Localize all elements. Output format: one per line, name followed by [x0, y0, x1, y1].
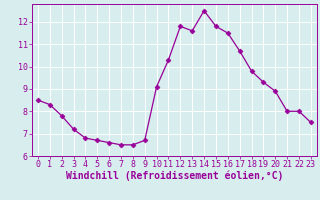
X-axis label: Windchill (Refroidissement éolien,°C): Windchill (Refroidissement éolien,°C): [66, 171, 283, 181]
